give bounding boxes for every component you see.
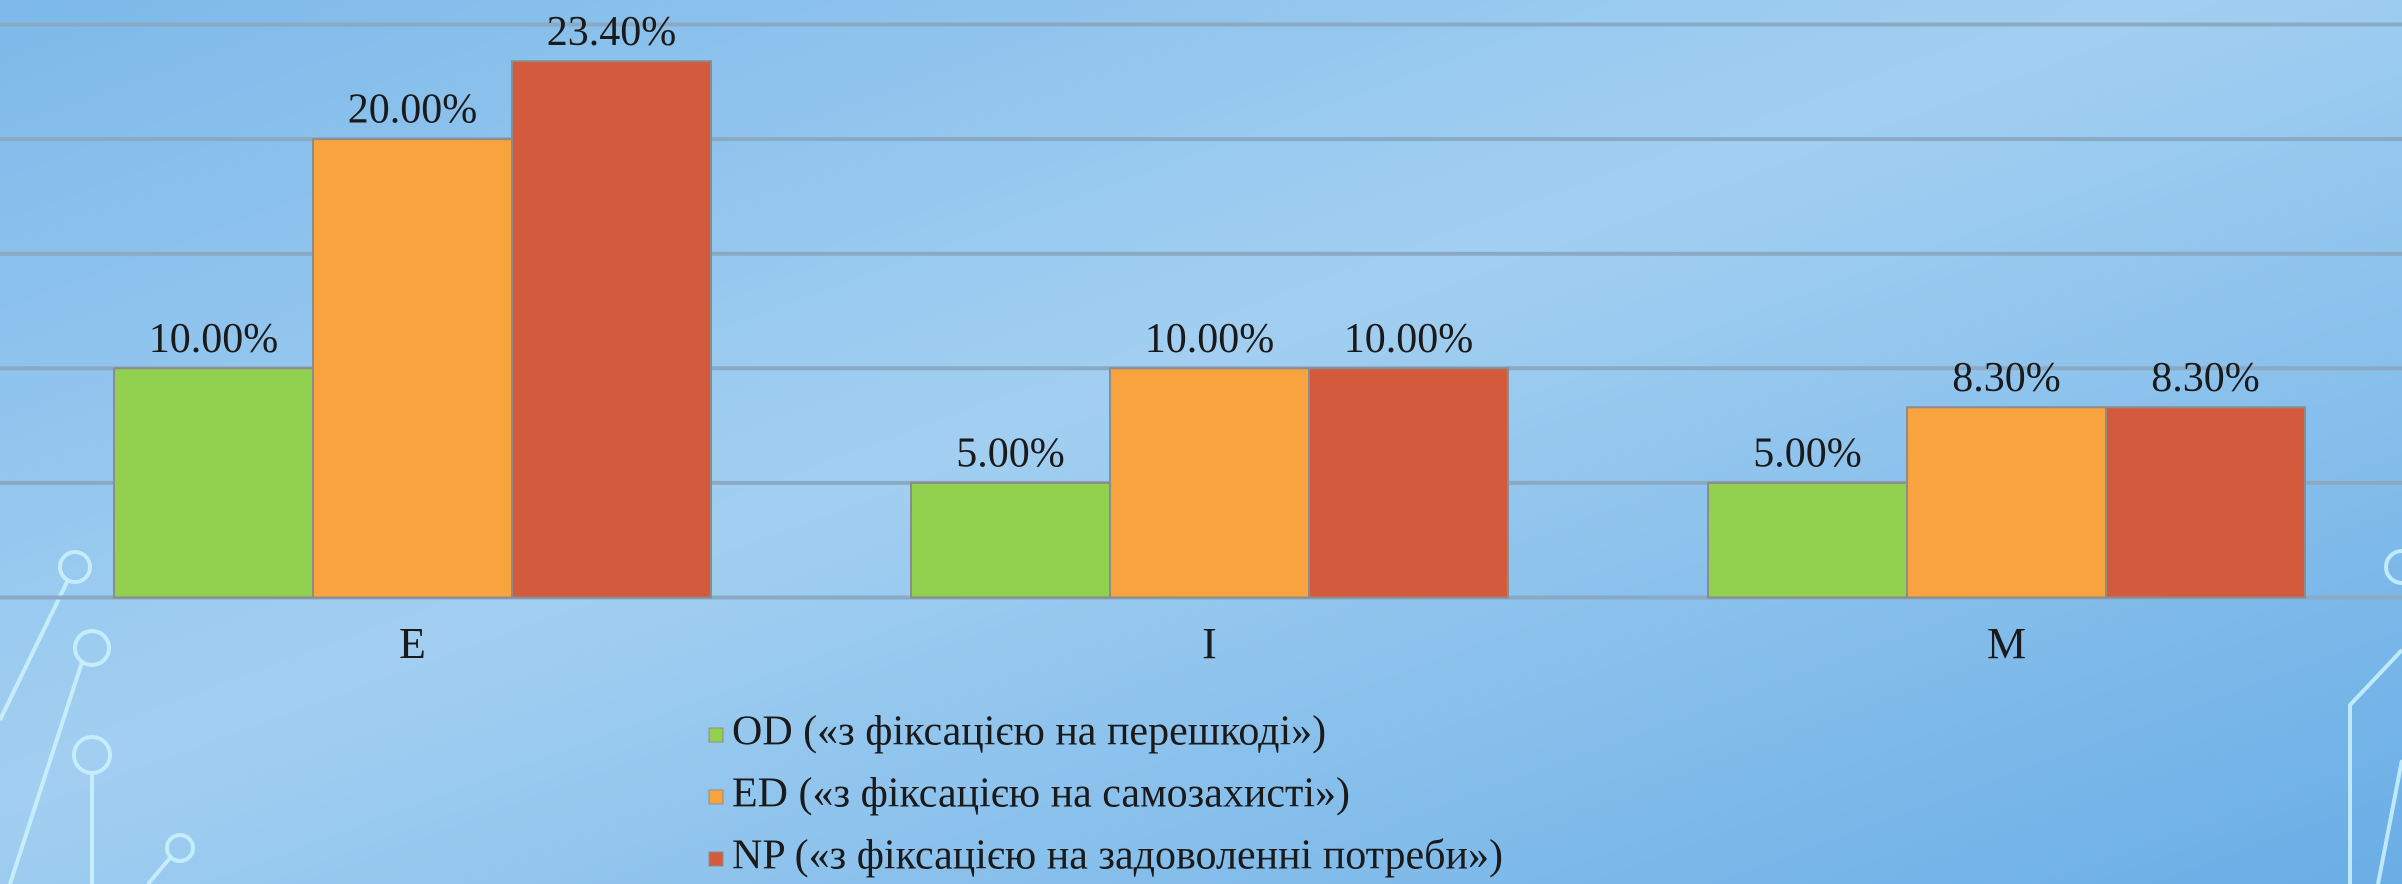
legend-label: NP («з фіксацією на задоволенні потреби»… [732,833,1503,879]
bar [1308,367,1509,599]
value-label: 10.00% [1145,316,1275,362]
x-tick-label: M [1987,619,2026,668]
value-label: 5.00% [1753,431,1862,477]
value-label: 8.30% [1952,355,2061,401]
value-label: 8.30% [2151,355,2260,401]
value-label: 10.00% [149,316,279,362]
x-tick-label: I [1202,619,1217,668]
bar [910,481,1111,599]
bar [312,138,513,599]
legend-swatch [708,851,724,867]
legend-label: OD («з фіксацією на перешкоді») [732,709,1326,755]
bar [2105,406,2306,599]
bar [511,60,712,599]
legend-swatch [708,789,724,805]
value-label: 20.00% [348,87,478,133]
value-label: 23.40% [547,9,677,55]
bar [1707,481,1908,599]
value-label: 5.00% [956,431,1065,477]
value-label: 10.00% [1344,316,1474,362]
x-tick-label: E [399,619,426,668]
legend-label: ED («з фіксацією на самозахисті») [732,771,1350,817]
decoration [0,549,2402,884]
legend-swatch [708,727,724,743]
bar [113,367,314,599]
bar [1906,406,2107,599]
bar [1109,367,1310,599]
plot-area: E 10.00% 20.00% 23.40% I 5.00% 10.00% 10.00% M 5.… [0,9,2402,879]
